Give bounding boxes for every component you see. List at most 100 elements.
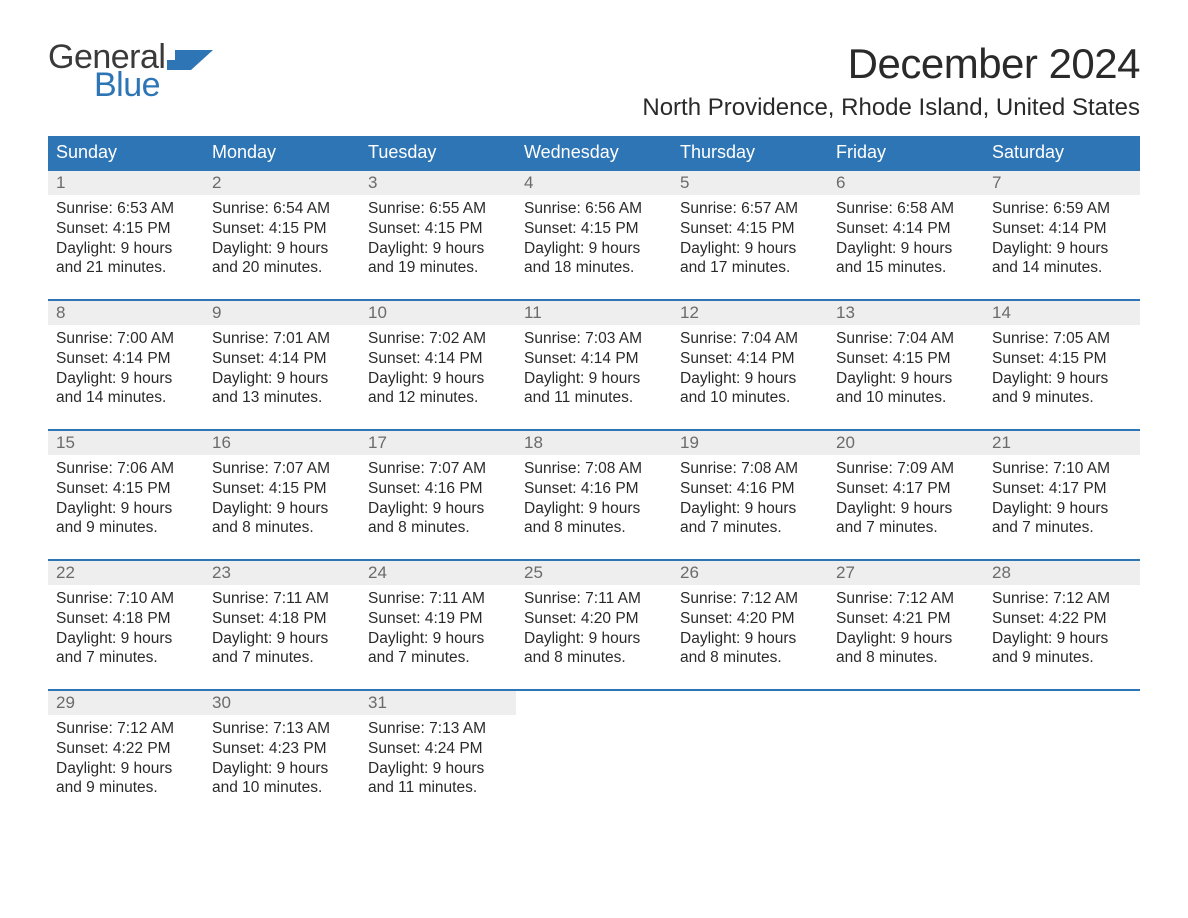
day-cell: 23Sunrise: 7:11 AMSunset: 4:18 PMDayligh…: [204, 561, 360, 689]
day-number: 5: [672, 171, 828, 195]
page-header: General Blue December 2024 North Provide…: [48, 40, 1140, 122]
day-number: 19: [672, 431, 828, 455]
day-sunrise-line: Sunrise: 7:04 AM: [836, 329, 978, 349]
day-sunset-line: Sunset: 4:17 PM: [836, 479, 978, 499]
day-sunset-line: Sunset: 4:14 PM: [992, 219, 1134, 239]
day-details: Sunrise: 7:13 AMSunset: 4:24 PMDaylight:…: [360, 715, 516, 804]
day-cell: 28Sunrise: 7:12 AMSunset: 4:22 PMDayligh…: [984, 561, 1140, 689]
day-cell: [828, 691, 984, 819]
day-sunset-line: Sunset: 4:15 PM: [56, 219, 198, 239]
day-sunset-line: Sunset: 4:18 PM: [212, 609, 354, 629]
day-day2-line: and 10 minutes.: [836, 388, 978, 408]
day-day2-line: and 9 minutes.: [992, 648, 1134, 668]
title-block: December 2024 North Providence, Rhode Is…: [642, 40, 1140, 122]
day-details: Sunrise: 7:12 AMSunset: 4:21 PMDaylight:…: [828, 585, 984, 674]
day-cell: 14Sunrise: 7:05 AMSunset: 4:15 PMDayligh…: [984, 301, 1140, 429]
day-day1-line: Daylight: 9 hours: [56, 239, 198, 259]
day-details: Sunrise: 7:09 AMSunset: 4:17 PMDaylight:…: [828, 455, 984, 544]
day-sunrise-line: Sunrise: 7:05 AM: [992, 329, 1134, 349]
day-cell: [672, 691, 828, 819]
day-sunset-line: Sunset: 4:22 PM: [992, 609, 1134, 629]
day-sunset-line: Sunset: 4:17 PM: [992, 479, 1134, 499]
day-sunrise-line: Sunrise: 6:55 AM: [368, 199, 510, 219]
logo: General Blue: [48, 40, 213, 102]
day-day1-line: Daylight: 9 hours: [836, 369, 978, 389]
day-number: 2: [204, 171, 360, 195]
day-sunset-line: Sunset: 4:14 PM: [680, 349, 822, 369]
day-day1-line: Daylight: 9 hours: [368, 759, 510, 779]
day-number: 21: [984, 431, 1140, 455]
day-day1-line: Daylight: 9 hours: [992, 499, 1134, 519]
day-day1-line: Daylight: 9 hours: [212, 629, 354, 649]
day-day1-line: Daylight: 9 hours: [368, 239, 510, 259]
day-day1-line: Daylight: 9 hours: [836, 499, 978, 519]
day-sunset-line: Sunset: 4:14 PM: [836, 219, 978, 239]
day-day1-line: Daylight: 9 hours: [212, 499, 354, 519]
day-number: 25: [516, 561, 672, 585]
day-cell: 21Sunrise: 7:10 AMSunset: 4:17 PMDayligh…: [984, 431, 1140, 559]
day-details: Sunrise: 7:11 AMSunset: 4:18 PMDaylight:…: [204, 585, 360, 674]
month-title: December 2024: [642, 40, 1140, 88]
day-day1-line: Daylight: 9 hours: [680, 499, 822, 519]
day-sunrise-line: Sunrise: 7:03 AM: [524, 329, 666, 349]
day-cell: 15Sunrise: 7:06 AMSunset: 4:15 PMDayligh…: [48, 431, 204, 559]
day-details: Sunrise: 7:10 AMSunset: 4:18 PMDaylight:…: [48, 585, 204, 674]
day-day2-line: and 14 minutes.: [56, 388, 198, 408]
day-cell: 16Sunrise: 7:07 AMSunset: 4:15 PMDayligh…: [204, 431, 360, 559]
day-number: 17: [360, 431, 516, 455]
week-row: 8Sunrise: 7:00 AMSunset: 4:14 PMDaylight…: [48, 299, 1140, 429]
day-day2-line: and 7 minutes.: [56, 648, 198, 668]
day-day1-line: Daylight: 9 hours: [368, 499, 510, 519]
day-number: 4: [516, 171, 672, 195]
calendar-page: General Blue December 2024 North Provide…: [0, 0, 1188, 859]
day-day2-line: and 9 minutes.: [56, 778, 198, 798]
day-cell: 7Sunrise: 6:59 AMSunset: 4:14 PMDaylight…: [984, 171, 1140, 299]
day-day1-line: Daylight: 9 hours: [524, 239, 666, 259]
day-cell: 31Sunrise: 7:13 AMSunset: 4:24 PMDayligh…: [360, 691, 516, 819]
day-details: Sunrise: 6:53 AMSunset: 4:15 PMDaylight:…: [48, 195, 204, 284]
day-cell: 24Sunrise: 7:11 AMSunset: 4:19 PMDayligh…: [360, 561, 516, 689]
day-sunset-line: Sunset: 4:16 PM: [368, 479, 510, 499]
day-cell: 6Sunrise: 6:58 AMSunset: 4:14 PMDaylight…: [828, 171, 984, 299]
day-day2-line: and 10 minutes.: [680, 388, 822, 408]
day-details: Sunrise: 7:12 AMSunset: 4:22 PMDaylight:…: [984, 585, 1140, 674]
day-sunrise-line: Sunrise: 7:11 AM: [368, 589, 510, 609]
day-details: Sunrise: 7:00 AMSunset: 4:14 PMDaylight:…: [48, 325, 204, 414]
day-sunrise-line: Sunrise: 7:09 AM: [836, 459, 978, 479]
weekday-header: Thursday: [672, 136, 828, 169]
day-cell: 11Sunrise: 7:03 AMSunset: 4:14 PMDayligh…: [516, 301, 672, 429]
day-day2-line: and 19 minutes.: [368, 258, 510, 278]
day-number: 31: [360, 691, 516, 715]
day-sunset-line: Sunset: 4:15 PM: [56, 479, 198, 499]
day-sunrise-line: Sunrise: 7:02 AM: [368, 329, 510, 349]
day-day2-line: and 17 minutes.: [680, 258, 822, 278]
day-sunset-line: Sunset: 4:15 PM: [992, 349, 1134, 369]
day-number: 1: [48, 171, 204, 195]
day-day2-line: and 9 minutes.: [992, 388, 1134, 408]
day-sunset-line: Sunset: 4:20 PM: [524, 609, 666, 629]
day-sunset-line: Sunset: 4:24 PM: [368, 739, 510, 759]
day-number: 7: [984, 171, 1140, 195]
day-sunset-line: Sunset: 4:18 PM: [56, 609, 198, 629]
day-day2-line: and 11 minutes.: [368, 778, 510, 798]
day-cell: 4Sunrise: 6:56 AMSunset: 4:15 PMDaylight…: [516, 171, 672, 299]
day-sunset-line: Sunset: 4:14 PM: [524, 349, 666, 369]
day-day2-line: and 15 minutes.: [836, 258, 978, 278]
week-row: 1Sunrise: 6:53 AMSunset: 4:15 PMDaylight…: [48, 169, 1140, 299]
day-day1-line: Daylight: 9 hours: [680, 369, 822, 389]
day-day2-line: and 12 minutes.: [368, 388, 510, 408]
day-sunrise-line: Sunrise: 7:04 AM: [680, 329, 822, 349]
day-sunrise-line: Sunrise: 7:12 AM: [56, 719, 198, 739]
day-sunrise-line: Sunrise: 6:58 AM: [836, 199, 978, 219]
weekday-header: Saturday: [984, 136, 1140, 169]
day-sunset-line: Sunset: 4:14 PM: [212, 349, 354, 369]
weekday-header: Tuesday: [360, 136, 516, 169]
day-sunset-line: Sunset: 4:15 PM: [524, 219, 666, 239]
day-sunrise-line: Sunrise: 6:59 AM: [992, 199, 1134, 219]
day-number: 14: [984, 301, 1140, 325]
day-day2-line: and 8 minutes.: [680, 648, 822, 668]
week-row: 29Sunrise: 7:12 AMSunset: 4:22 PMDayligh…: [48, 689, 1140, 819]
day-details: Sunrise: 6:54 AMSunset: 4:15 PMDaylight:…: [204, 195, 360, 284]
day-details: Sunrise: 6:57 AMSunset: 4:15 PMDaylight:…: [672, 195, 828, 284]
day-day2-line: and 8 minutes.: [212, 518, 354, 538]
